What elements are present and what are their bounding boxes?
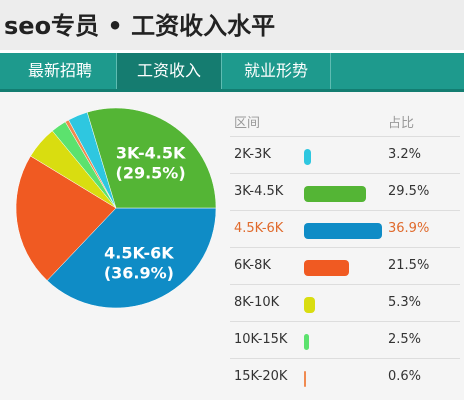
row-range-label: 2K-3K <box>234 147 271 162</box>
column-header-range: 区间 <box>234 116 261 131</box>
tab-salary[interactable]: 工资收入 <box>117 53 222 89</box>
table-row-2k-3k[interactable]: 2K-3K 3.2% <box>230 136 460 174</box>
row-bar-6k-8k <box>304 260 350 276</box>
row-bar-3k-4-5k <box>304 186 367 202</box>
column-header-percent: 占比 <box>388 116 415 131</box>
row-percent-label: 3.2% <box>388 147 422 162</box>
pie-label-3k-4-5k-range: 3K-4.5K <box>116 144 186 163</box>
salary-distribution-table: 区间 占比 2K-3K 3.2% 3K-4.5K 29.5% 4.5K-6K 36.9% 6… <box>224 100 464 400</box>
table-row-4-5k-6k[interactable]: 4.5K-6K 36.9% <box>230 210 460 248</box>
row-range-label: 10K-15K <box>234 332 288 347</box>
row-bar-8k-10k <box>304 297 316 313</box>
row-bar-10k-15k <box>304 334 310 350</box>
title-bar: seo专员 • 工资收入水平 <box>0 0 464 50</box>
page-title: seo专员 • 工资收入水平 <box>4 12 276 40</box>
row-percent-label: 5.3% <box>388 295 422 310</box>
row-bar-15k-20k <box>304 371 306 387</box>
row-percent-label: 21.5% <box>388 258 430 273</box>
table-row-15k-20k[interactable]: 15K-20K 0.6% <box>230 358 460 396</box>
tab-latest-jobs[interactable]: 最新招聘 <box>0 53 117 89</box>
row-bar-2k-3k <box>304 149 311 165</box>
table-row-3k-4-5k[interactable]: 3K-4.5K 29.5% <box>230 173 460 211</box>
pie-slice-3k-4-5k[interactable] <box>86 107 217 209</box>
salary-pie-chart: 4.5K-6K(36.9%) 3K-4.5K(29.5%) <box>15 107 217 309</box>
row-percent-label: 0.6% <box>388 369 422 384</box>
pie-slice-6k-8k[interactable] <box>15 155 117 281</box>
tab-employment[interactable]: 就业形势 <box>222 53 331 89</box>
row-range-label: 4.5K-6K <box>234 221 284 236</box>
row-range-label: 6K-8K <box>234 258 271 273</box>
pie-label-4-5k-6k-percent: (36.9%) <box>104 263 174 282</box>
row-percent-label: 36.9% <box>388 221 430 236</box>
table-row-8k-10k[interactable]: 8K-10K 5.3% <box>230 284 460 322</box>
pie-label-3k-4-5k-percent: (29.5%) <box>116 164 186 183</box>
pie-label-4-5k-6k-range: 4.5K-6K <box>104 243 174 262</box>
row-range-label: 8K-10K <box>234 295 280 310</box>
table-row-10k-15k[interactable]: 10K-15K 2.5% <box>230 321 460 359</box>
row-range-label: 15K-20K <box>234 369 288 384</box>
row-percent-label: 2.5% <box>388 332 422 347</box>
row-percent-label: 29.5% <box>388 184 430 199</box>
row-range-label: 3K-4.5K <box>234 184 284 199</box>
table-row-6k-8k[interactable]: 6K-8K 21.5% <box>230 247 460 285</box>
tab-bar: 最新招聘 工资收入 就业形势 <box>0 53 464 92</box>
row-bar-4-5k-6k <box>304 223 382 239</box>
pie-slice-4-5k-6k[interactable] <box>46 207 217 309</box>
